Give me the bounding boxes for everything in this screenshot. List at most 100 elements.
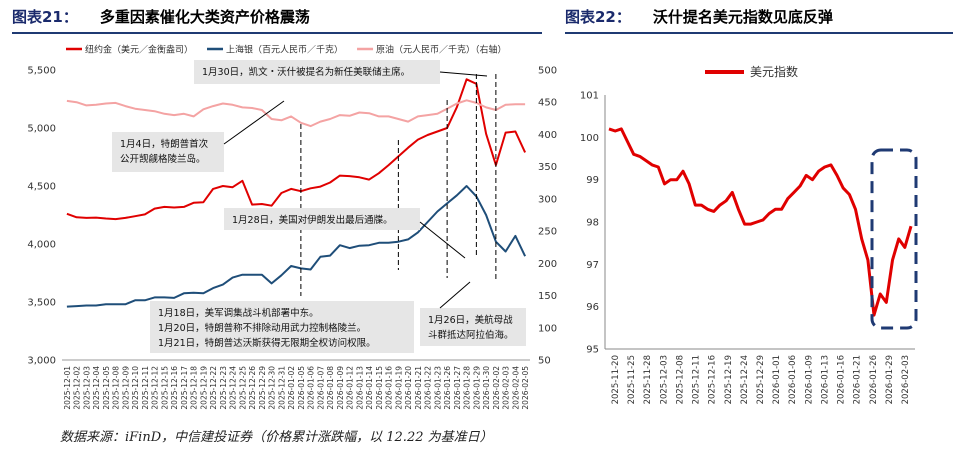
chart1-x-tick: 2025-12-24 — [229, 366, 238, 410]
chart1-series-line — [66, 99, 526, 128]
source-note: 数据来源：iFinD，中信建投证券（价格累计涨跌幅，以 12.22 为基准日） — [60, 430, 493, 445]
chart1-x-tick: 2025-12-31 — [277, 366, 286, 410]
chart1-x-tick: 2026-01-20 — [404, 366, 413, 410]
chart1-x-tick: 2026-02-03 — [502, 366, 511, 410]
chart1-x-tick: 2026-01-30 — [482, 366, 491, 410]
chart1-y-left-tick: 5,000 — [27, 124, 56, 135]
chart2-x-tick: 2025-11-28 — [643, 355, 653, 404]
chart2-highlight-box — [870, 148, 918, 330]
chart1-x-tick: 2026-01-29 — [472, 366, 481, 410]
chart1-x-tick: 2025-12-10 — [131, 366, 140, 410]
chart1-annotation-jan28: 1月28日，美国对伊朗发出最后通牒。 — [224, 208, 420, 230]
chart2-title-text: 沃什提名美元指数见底反弹 — [652, 8, 833, 26]
chart2-title: 图表22： 沃什提名美元指数见底反弹 — [565, 6, 833, 27]
chart1-x-tick: 2026-01-09 — [336, 366, 345, 410]
chart1-x-tick: 2026-01-05 — [297, 366, 306, 410]
chart1-x-tick: 2025-12-15 — [160, 366, 169, 410]
chart1-x-tick: 2026-01-21 — [414, 366, 423, 410]
chart1-legend-label: 原油（元人民币／千克）（右轴） — [376, 44, 507, 56]
chart2-legend-label: 美元指数 — [750, 64, 798, 79]
chart1-x-tick: 2025-12-09 — [121, 366, 130, 410]
chart2-y-tick: 97 — [586, 260, 599, 271]
chart1-x-tick: 2025-12-30 — [268, 366, 277, 410]
chart1-annotation-arrow — [419, 221, 466, 259]
chart2-x-tick: 2026-01-29 — [885, 355, 895, 404]
chart1-y-right-tick: 200 — [538, 259, 557, 270]
chart1-annotation-arrow — [439, 71, 488, 77]
chart1-title-text: 多重因素催化大类资产价格震荡 — [99, 8, 310, 26]
chart1-y-left-tick: 4,000 — [27, 240, 56, 251]
chart1-annotation-box — [420, 308, 526, 346]
chart1-x-tick: 2025-12-25 — [238, 366, 247, 410]
chart1-x-tick: 2026-01-16 — [385, 366, 394, 410]
chart1-annotation-box — [194, 60, 440, 84]
chart1-y-right-tick: 350 — [538, 162, 557, 173]
chart1-y-right-tick: 250 — [538, 227, 557, 238]
chart2-x-tick: 2025-11-20 — [611, 355, 621, 404]
chart2-y-tick: 101 — [580, 91, 599, 102]
chart1-x-tick: 2025-12-17 — [180, 366, 189, 410]
chart1-y-right-tick: 450 — [538, 98, 557, 109]
chart2-y-tick: 99 — [586, 175, 599, 186]
chart1-x-tick: 2026-01-27 — [453, 366, 462, 410]
chart1-annotation-text: 1月30日，凯文・沃什被提名为新任美联储主席。 — [202, 66, 410, 78]
chart2-x-tick: 2026-01-13 — [820, 355, 830, 404]
chart1-x-tick: 2025-12-26 — [248, 366, 257, 410]
chart1-x-tick: 2026-01-19 — [394, 366, 403, 410]
chart1-title-rule — [12, 32, 542, 34]
chart1-annotation-box — [112, 132, 224, 172]
chart2-x-tick: 2026-01-01 — [772, 355, 782, 404]
chart2-x-tick: 2025-12-11 — [692, 355, 702, 404]
chart1-x-tick: 2026-01-22 — [424, 366, 433, 410]
chart1-x-tick: 2025-12-23 — [219, 366, 228, 410]
chart1-annotation-jan18-21: 1月18日，美军调集战斗机部署中东。 1月20日，特朗普称不排除动用武力控制格陵兰… — [150, 301, 414, 353]
chart1-y-right-tick: 400 — [538, 130, 557, 141]
chart1-x-tick: 2025-12-12 — [151, 366, 160, 410]
chart1-annotation-text: 1月26日，美航母战 — [428, 314, 513, 326]
chart1-x-tick: 2026-02-05 — [521, 366, 530, 410]
chart1-y-right-tick: 150 — [538, 291, 557, 302]
chart1-x-tick: 2025-12-05 — [102, 366, 111, 410]
chart2-x-tick: 2026-01-26 — [869, 355, 879, 404]
chart2-series-line — [608, 127, 913, 317]
chart1-x-tick: 2026-01-28 — [463, 366, 472, 410]
chart1-title-number: 图表21： — [12, 8, 78, 26]
chart1-x-tick: 2026-01-23 — [433, 366, 442, 410]
chart2-x-tick: 2026-01-21 — [853, 355, 863, 404]
chart1-annotation-text: 公开觊觎格陵兰岛。 — [120, 153, 206, 165]
chart2-title-rule — [565, 32, 953, 34]
chart2-x-tick: 2026-02-03 — [901, 355, 911, 404]
chart1-x-tick: 2026-01-02 — [287, 366, 296, 410]
chart1-y-right-tick: 100 — [538, 323, 557, 334]
chart2-y-tick: 95 — [586, 345, 599, 356]
chart1-x-tick: 2025-12-18 — [190, 366, 199, 410]
chart1-annotation-text: 斗群抵达阿拉伯海。 — [428, 329, 514, 341]
chart1-y-right-tick: 300 — [538, 194, 557, 205]
chart1-x-tick: 2025-12-16 — [170, 366, 179, 410]
chart1-y-left-tick: 3,500 — [27, 298, 56, 309]
chart1-x-tick: 2025-12-22 — [209, 366, 218, 410]
chart1-legend-label: 上海银（百元人民币／千克） — [226, 44, 343, 56]
chart2-x-tick: 2025-11-25 — [627, 355, 637, 404]
chart1-x-tick: 2026-01-26 — [443, 366, 452, 410]
chart1-annotation-text: 1月18日，美军调集战斗机部署中东。 — [158, 307, 319, 319]
chart1-x-tick: 2025-12-01 — [63, 366, 72, 410]
chart1-x-tick: 2025-12-08 — [112, 366, 121, 410]
chart1-title: 图表21： 多重因素催化大类资产价格震荡 — [12, 6, 310, 27]
chart2-title-number: 图表22： — [565, 8, 631, 26]
chart1-x-tick: 2025-12-11 — [141, 366, 150, 410]
chart1-annotation-text: 1月21日，特朗普达沃斯获得无限期全权访问权限。 — [158, 337, 376, 349]
chart1-annotation-text: 1月28日，美国对伊朗发出最后通牒。 — [232, 214, 393, 226]
chart1-annotation-arrow — [223, 100, 285, 145]
chart1-annotation-arrow — [439, 281, 471, 309]
chart1-x-tick: 2026-01-07 — [316, 366, 325, 410]
chart1-annotation-box — [224, 208, 420, 230]
chart1-x-tick: 2025-12-04 — [92, 366, 101, 410]
chart1-x-tick: 2026-02-02 — [492, 366, 501, 410]
chart2-x-tick: 2025-12-19 — [724, 355, 734, 404]
chart1-x-tick: 2026-01-12 — [346, 366, 355, 410]
chart1-x-tick: 2026-01-13 — [355, 366, 364, 410]
chart2-y-tick: 98 — [586, 218, 599, 229]
